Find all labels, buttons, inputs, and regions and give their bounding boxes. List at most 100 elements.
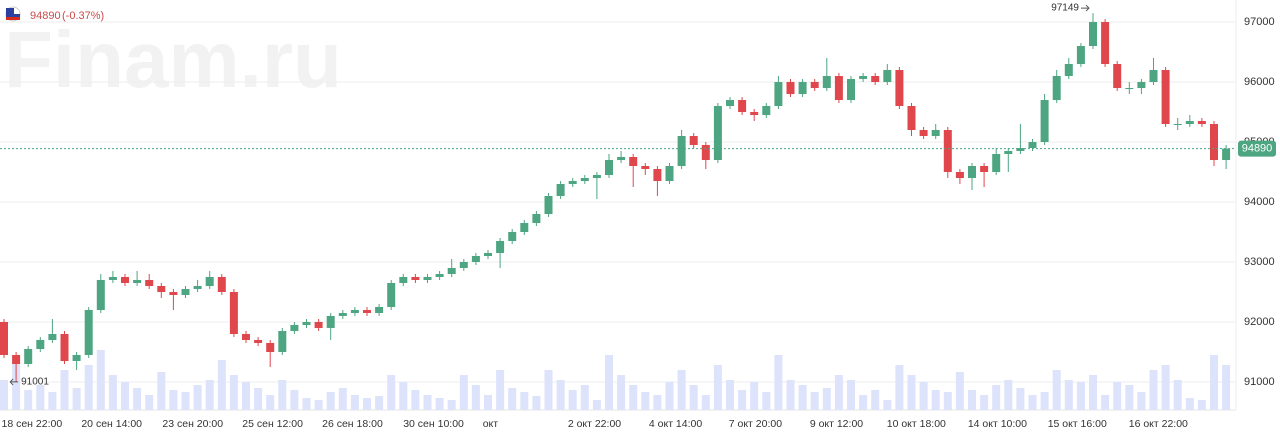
- candle-body: [1161, 70, 1170, 125]
- volume-bar: [60, 370, 69, 410]
- candle-body: [363, 309, 371, 313]
- volume-bar: [1125, 385, 1134, 410]
- volume-bar: [229, 375, 238, 410]
- volume-bar: [592, 400, 601, 410]
- volume-bar: [278, 380, 287, 410]
- candle-body: [689, 136, 698, 146]
- candle-body: [229, 291, 238, 334]
- candle-body: [580, 178, 589, 182]
- y-tick-label: 97000: [1244, 16, 1275, 28]
- volume-bar: [1052, 370, 1061, 410]
- volume-bar: [859, 395, 868, 410]
- candle-body: [205, 276, 214, 286]
- volume-bar: [266, 395, 275, 410]
- candle-body: [350, 309, 359, 313]
- candle-body: [834, 76, 843, 101]
- candle-body: [520, 222, 529, 232]
- volume-bar: [810, 392, 819, 410]
- volume-bar: [568, 390, 577, 410]
- low-arrow: [9, 378, 19, 386]
- volume-bar: [72, 388, 81, 410]
- volume-bar: [532, 396, 541, 410]
- current-price-tag: [1238, 140, 1276, 157]
- candle-body: [738, 100, 747, 113]
- candle-body: [1016, 148, 1025, 152]
- volume-bar: [411, 390, 420, 410]
- x-tick-label: 14 окт 10:00: [968, 418, 1027, 430]
- volume-bar: [242, 382, 250, 410]
- volume-bar: [750, 382, 759, 410]
- x-tick-label: окт: [483, 418, 499, 430]
- candle-body: [314, 321, 323, 328]
- volume-bar: [1197, 400, 1206, 410]
- candle-body: [108, 276, 117, 280]
- candle-body: [1101, 22, 1110, 65]
- candle-body: [1137, 82, 1146, 89]
- x-tick-label: 20 сен 14:00: [81, 418, 142, 430]
- candle-body: [822, 76, 831, 89]
- volume-bar: [1028, 395, 1037, 410]
- volume-bar: [701, 395, 710, 410]
- volume-bar: [726, 380, 734, 410]
- volume-bar: [968, 390, 976, 410]
- volume-bar: [24, 390, 33, 410]
- volume-bar: [605, 355, 613, 410]
- volume-bar: [326, 392, 335, 410]
- candle-body: [907, 106, 916, 131]
- x-tick-label: 16 окт 22:00: [1129, 418, 1188, 430]
- candle-body: [447, 267, 456, 274]
- volume-bar: [254, 388, 263, 410]
- volume-bar: [834, 375, 843, 410]
- candle-body: [883, 70, 892, 83]
- volume-bar: [665, 382, 674, 410]
- candle-body: [181, 288, 190, 295]
- x-tick-label: 25 сен 12:00: [242, 418, 303, 430]
- candle-body: [931, 130, 940, 137]
- candle-body: [496, 240, 505, 253]
- volume-bar: [895, 365, 904, 410]
- candle-body: [617, 157, 626, 161]
- candle-body: [375, 306, 384, 313]
- volume-bar: [931, 390, 940, 410]
- volume-bar: [157, 372, 166, 410]
- candle-body: [121, 276, 129, 283]
- volume-bar: [641, 392, 650, 410]
- volume-bar: [1137, 392, 1146, 410]
- volume-bar: [556, 380, 565, 410]
- volume-bar: [48, 392, 57, 410]
- candle-body: [980, 166, 989, 173]
- volume-bar: [907, 375, 916, 410]
- candle-body: [399, 276, 408, 283]
- volume-bar: [653, 395, 662, 410]
- volume-bar: [1040, 392, 1049, 410]
- volume-bar: [871, 390, 880, 410]
- candle-body: [145, 279, 154, 286]
- candle-body: [1210, 124, 1218, 161]
- candle-body: [919, 130, 928, 137]
- volume-bar: [387, 375, 396, 410]
- volume-bar: [508, 388, 517, 410]
- volume-bar: [689, 385, 698, 410]
- candle-body: [242, 333, 250, 340]
- candle-body: [471, 255, 480, 262]
- volume-bar: [847, 380, 855, 410]
- volume-bar: [338, 388, 347, 410]
- candle-body: [955, 172, 964, 179]
- candle-body: [484, 252, 492, 256]
- candle-body: [544, 196, 553, 214]
- candle-body: [72, 354, 81, 361]
- candle-body: [1064, 64, 1073, 77]
- candle-body: [895, 70, 904, 107]
- x-tick-label: 4 окт 14:00: [649, 418, 702, 430]
- y-tick-label: 96000: [1244, 76, 1275, 88]
- candle-body: [1028, 142, 1037, 149]
- y-tick-label: 91000: [1244, 376, 1275, 388]
- volume-bar: [580, 385, 589, 410]
- candle-body: [302, 321, 311, 325]
- candle-body: [1185, 121, 1194, 125]
- candle-body: [992, 154, 1001, 173]
- candle-body: [60, 333, 69, 361]
- volume-bar: [1149, 370, 1158, 410]
- candle-body: [629, 157, 638, 167]
- candle-body: [762, 106, 771, 116]
